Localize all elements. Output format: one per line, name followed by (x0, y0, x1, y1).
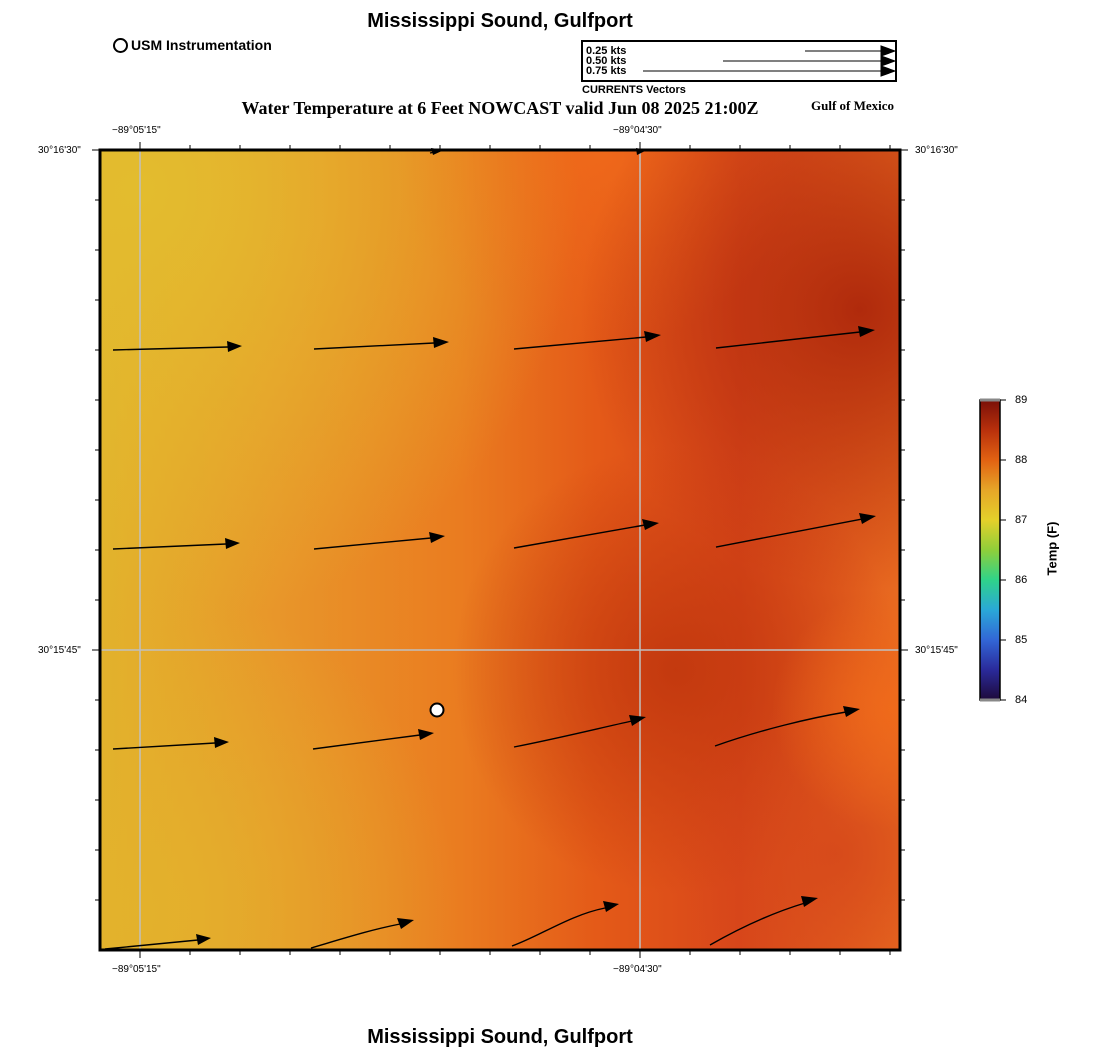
colorbar-tick-85: 85 (1015, 634, 1028, 646)
region-label: Gulf of Mexico (811, 98, 895, 113)
map-title-top: Mississippi Sound, Gulfport (367, 10, 633, 32)
lon-label-bottom-2: −89°04'30" (613, 964, 662, 975)
lon-label-top-2: −89°04'30" (613, 125, 662, 136)
colorbar-tick-87: 87 (1015, 514, 1028, 526)
colorbar (979, 398, 1006, 702)
open-circle-icon (113, 37, 128, 53)
lat-label-left-2: 30°15'45" (38, 645, 81, 656)
instrumentation-legend: USM Instrumentation (113, 37, 272, 53)
colorbar-tick-86: 86 (1015, 574, 1028, 586)
lon-label-top-1: −89°05'15" (112, 125, 161, 136)
legend-050-label: 0.50 kts (586, 55, 627, 67)
legend-025-label: 0.25 kts (586, 45, 627, 57)
colorbar-tick-84: 84 (1015, 694, 1028, 706)
colorbar-tick-88: 88 (1015, 454, 1028, 466)
lat-label-right-1: 30°16'30" (915, 145, 958, 156)
lat-label-left-1: 30°16'30" (38, 145, 81, 156)
current-vectors (104, 148, 876, 950)
colorbar-tick-89: 89 (1015, 394, 1028, 406)
lon-label-bottom-1: −89°05'15" (112, 964, 161, 975)
lat-label-right-2: 30°15'45" (915, 645, 958, 656)
graticule (100, 150, 900, 950)
current-vector-legend: 0.25 kts 0.50 kts 0.75 kts (581, 40, 897, 82)
frame-ticks (92, 142, 908, 958)
legend-075-label: 0.75 kts (586, 65, 627, 77)
legend-arrows (643, 45, 895, 77)
map-title-bottom: Mississippi Sound, Gulfport (367, 1026, 633, 1048)
colorbar-title: Temp (F) (1044, 521, 1060, 576)
white-circle-marker-icon (429, 702, 445, 718)
temperature-field (100, 150, 900, 950)
map-subtitle: Water Temperature at 6 Feet NOWCAST vali… (241, 98, 759, 118)
current-vector-legend-caption: CURRENTS Vectors (582, 84, 686, 96)
instrumentation-legend-label: USM Instrumentation (131, 37, 272, 53)
